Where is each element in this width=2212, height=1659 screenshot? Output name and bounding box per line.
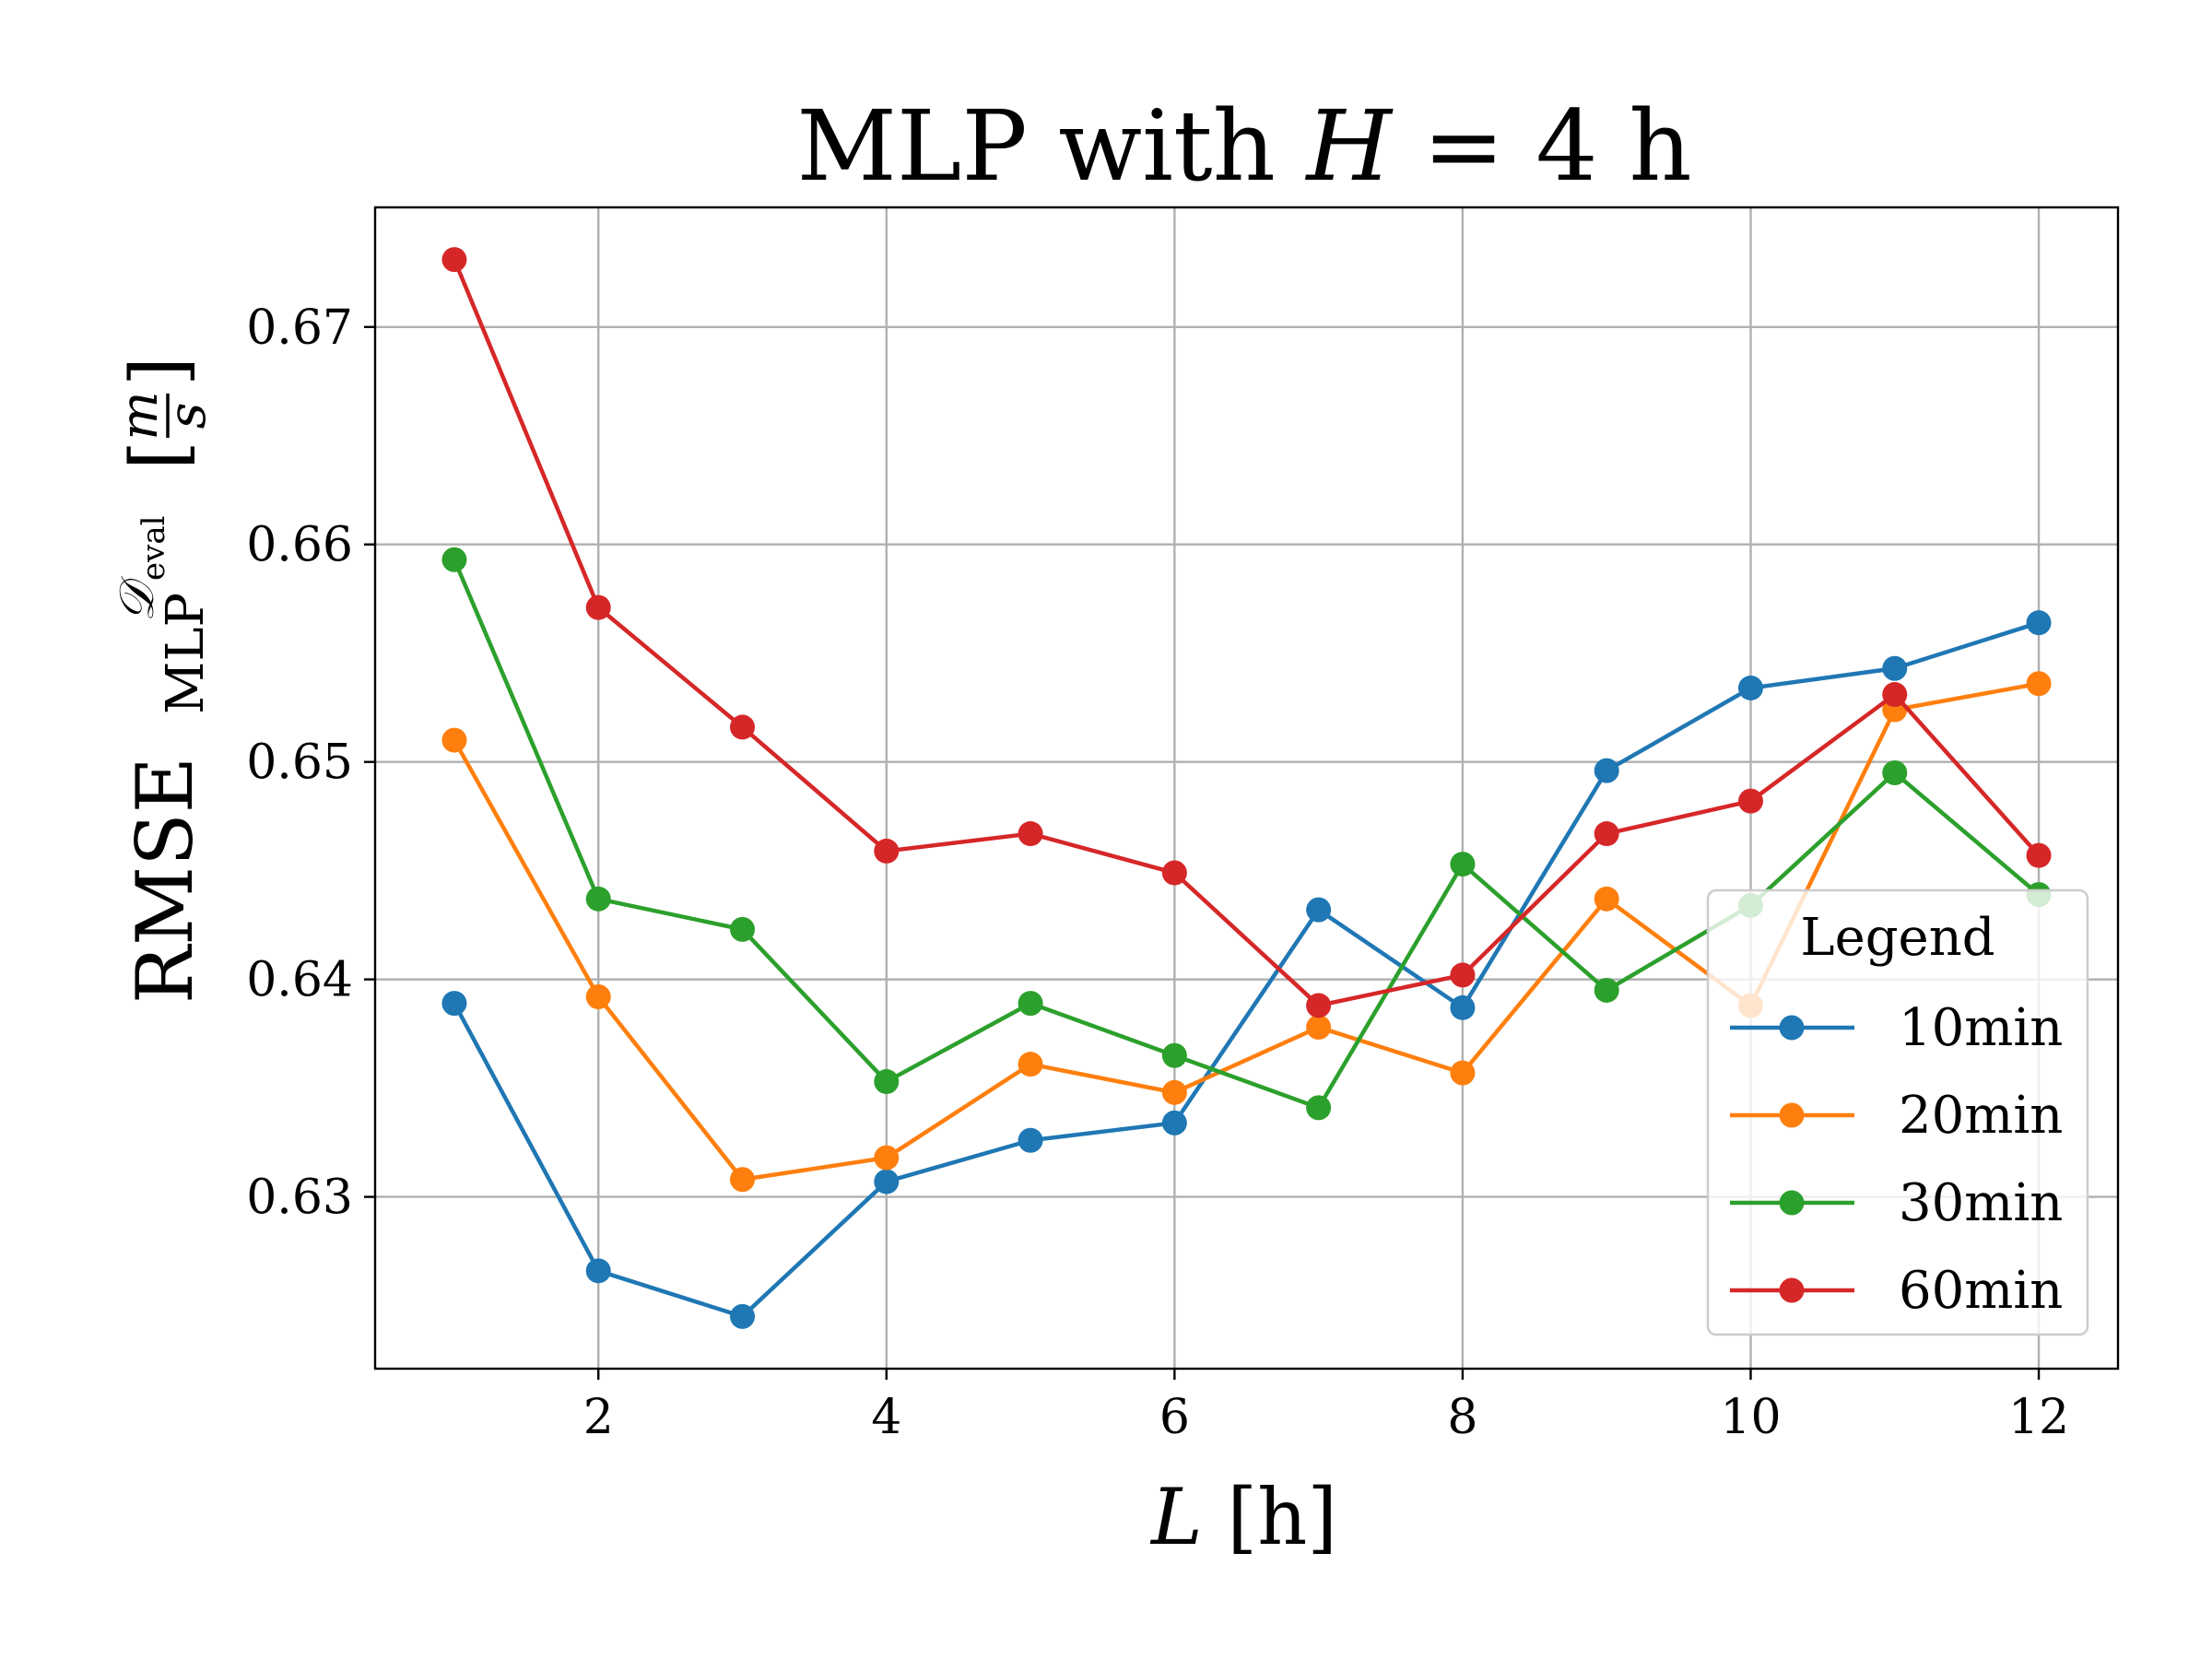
- x-tick-label: 8: [1447, 1390, 1477, 1445]
- data-point: [441, 247, 467, 273]
- chart-title-variable: H: [1305, 89, 1394, 203]
- data-point: [1306, 993, 1332, 1018]
- data-point: [1161, 1110, 1187, 1135]
- chart-title: MLP with H = 4 h: [796, 89, 1691, 203]
- legend-items: 10min 20min 30min 60min: [1730, 998, 2063, 1321]
- y-tick-label: 0.67: [246, 300, 353, 356]
- data-point: [1594, 758, 1619, 783]
- y-axis-label-subscript: MLP: [156, 593, 216, 714]
- data-point: [1594, 886, 1619, 912]
- data-point: [874, 1169, 900, 1194]
- data-point: [730, 1167, 756, 1193]
- tick-layer: 2 4 6 8 10 12 0.63 0.64 0.65 0.66 0.67: [246, 300, 2069, 1445]
- x-axis-unit: [h]: [1203, 1472, 1337, 1562]
- legend: Legend 10min 20min 30min 60min: [1706, 888, 2089, 1336]
- series-layer: [441, 247, 2052, 1329]
- data-point: [2026, 671, 2052, 697]
- data-point: [585, 1258, 611, 1284]
- data-point: [1018, 821, 1043, 847]
- x-tick-label: 2: [583, 1390, 614, 1445]
- legend-title: Legend: [1800, 908, 1994, 968]
- data-point: [1306, 897, 1332, 923]
- y-axis-label-bracket-close: ]: [115, 357, 203, 386]
- y-axis-label-superscript-sub: eval: [135, 516, 172, 581]
- data-point: [1737, 675, 1763, 700]
- legend-label: 30min: [1899, 1173, 2063, 1233]
- grid-layer: [375, 207, 2118, 1369]
- y-tick-label: 0.66: [246, 518, 353, 573]
- series-line: [452, 559, 2041, 1111]
- data-point: [1450, 962, 1476, 988]
- data-point: [585, 984, 611, 1010]
- legend-item: 30min: [1730, 1173, 2063, 1233]
- legend-marker: [1779, 1277, 1805, 1303]
- data-point: [1882, 682, 1908, 708]
- data-point: [1018, 991, 1043, 1017]
- legend-item: 60min: [1730, 1261, 2063, 1321]
- data-point: [874, 838, 900, 864]
- data-point: [441, 727, 467, 753]
- y-tick-label: 0.64: [246, 953, 353, 1008]
- data-point: [1882, 655, 1908, 681]
- data-point: [1161, 1042, 1187, 1068]
- chart-title-suffix: = 4 h: [1392, 89, 1692, 203]
- data-point: [1882, 759, 1908, 785]
- legend-label: 10min: [1899, 998, 2063, 1058]
- data-point: [1018, 1052, 1043, 1077]
- data-point: [585, 886, 611, 912]
- y-axis-label-bracket-open: [: [115, 441, 203, 470]
- plot-frame: [373, 206, 2120, 1371]
- data-point: [1450, 852, 1476, 877]
- data-point: [730, 1303, 756, 1329]
- x-tick-label: 10: [1720, 1390, 1781, 1445]
- x-tick-label: 6: [1159, 1390, 1190, 1445]
- legend-marker: [1779, 1102, 1805, 1128]
- legend-item: 10min: [1730, 998, 2063, 1058]
- data-point: [1306, 1095, 1332, 1121]
- data-point: [1161, 1079, 1187, 1105]
- series-line: [452, 620, 2040, 1319]
- data-point: [874, 1069, 900, 1095]
- data-point: [1737, 788, 1763, 814]
- y-axis-unit-denominator: s: [158, 403, 218, 429]
- y-axis-label-main: RMSE: [120, 757, 210, 1004]
- y-axis-unit-numerator: m: [110, 391, 170, 440]
- series-line: [452, 258, 2041, 1008]
- x-axis-label: L [h]: [1149, 1472, 1337, 1562]
- series-60min: [441, 247, 2052, 1018]
- legend-box: [1706, 888, 2089, 1336]
- y-tick-label: 0.65: [246, 735, 353, 791]
- data-point: [2026, 610, 2052, 636]
- legend-item: 20min: [1730, 1086, 2063, 1146]
- legend-marker: [1779, 1015, 1805, 1041]
- y-tick-label: 0.63: [246, 1171, 353, 1226]
- series-10min: [441, 610, 2052, 1329]
- data-point: [1450, 1060, 1476, 1086]
- data-point: [441, 991, 467, 1017]
- data-point: [1306, 1015, 1332, 1041]
- chart-title-prefix: MLP with: [796, 89, 1306, 203]
- data-point: [874, 1145, 900, 1171]
- data-point: [1450, 994, 1476, 1020]
- data-point: [1161, 860, 1187, 886]
- data-point: [730, 916, 756, 942]
- data-point: [1594, 977, 1619, 1003]
- x-tick-label: 4: [871, 1390, 901, 1445]
- data-point: [1018, 1127, 1043, 1153]
- legend-label: 20min: [1899, 1086, 2063, 1146]
- data-point: [2026, 842, 2052, 868]
- x-axis-variable: L: [1149, 1472, 1203, 1562]
- legend-label: 60min: [1899, 1261, 2063, 1321]
- data-point: [1594, 821, 1619, 847]
- x-tick-label: 12: [2008, 1390, 2069, 1445]
- data-point: [441, 547, 467, 572]
- y-axis-label: RMSE 𝒟 eval MLP [ m s ]: [110, 357, 218, 1004]
- legend-marker: [1779, 1190, 1805, 1216]
- data-point: [730, 714, 756, 740]
- data-point: [585, 594, 611, 620]
